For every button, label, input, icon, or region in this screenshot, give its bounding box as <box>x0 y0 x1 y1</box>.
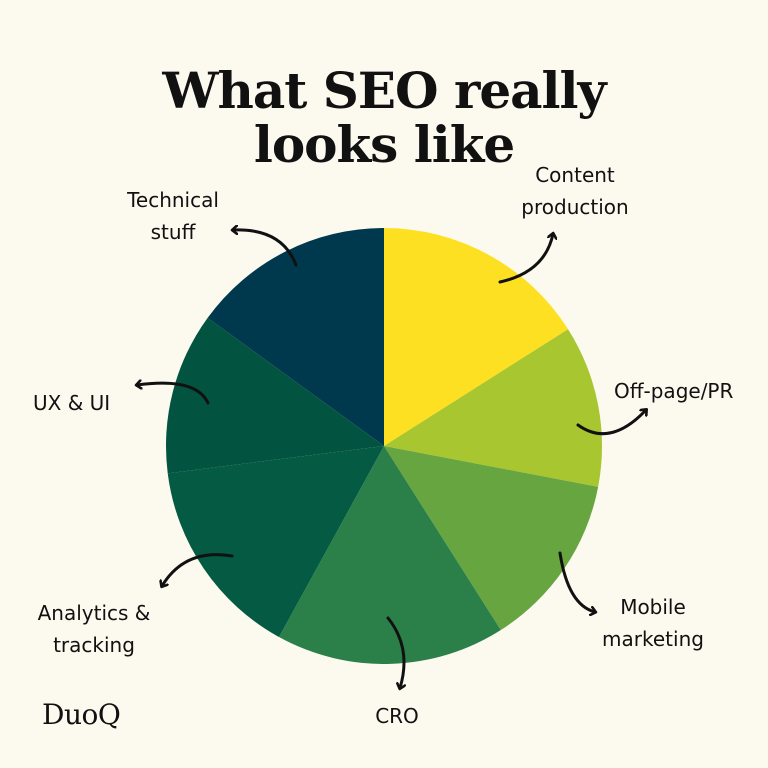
callout-arrow-3 <box>558 551 595 612</box>
duoq-logo: DuoQ <box>42 698 121 731</box>
callout-arrow-5 <box>162 553 234 586</box>
slice-label: Analytics & tracking <box>38 601 151 657</box>
slice-label-line: production <box>521 195 628 219</box>
callout-arrow-7 <box>233 230 298 267</box>
slice-label-line: marketing <box>602 627 704 651</box>
callout-arrow-6 <box>137 383 210 405</box>
slice-label-line: tracking <box>53 633 135 657</box>
pie-slice-mobile-marketing <box>384 446 599 631</box>
slice-label-line: CRO <box>375 704 419 728</box>
slice-label: Mobile marketing <box>602 595 704 651</box>
pie-slice-ux-ui <box>166 317 384 474</box>
page-title: What SEO really looks like <box>0 60 768 174</box>
slice-label-line: Analytics & <box>38 601 151 625</box>
slice-label-line: Technical <box>126 188 219 212</box>
callout-arrow-1 <box>498 234 553 284</box>
slice-label: CRO <box>375 704 419 728</box>
callout-arrow-2 <box>576 410 646 436</box>
slice-label: Technical stuff <box>126 188 219 244</box>
callout-arrow-4 <box>386 616 404 688</box>
slice-label-line: Content <box>535 163 615 187</box>
pie-slice-cro <box>278 446 501 664</box>
title-line-2: looks like <box>253 114 515 174</box>
pie-slice-content-production <box>384 228 569 446</box>
slice-label: Content production <box>521 163 628 219</box>
slice-label: Off-page/PR <box>614 379 733 403</box>
slice-label-line: Mobile <box>620 595 686 619</box>
slice-label-line: stuff <box>151 220 197 244</box>
slice-label-line: UX & UI <box>33 391 110 415</box>
pie-slice-analytics-tracking <box>167 446 384 638</box>
pie-slice-technical-stuff <box>207 227 384 446</box>
pie-slice-off-page-pr <box>384 329 603 487</box>
slice-label: UX & UI <box>33 391 110 415</box>
title-line-1: What SEO really <box>162 60 606 120</box>
slice-label-line: Off-page/PR <box>614 379 733 403</box>
